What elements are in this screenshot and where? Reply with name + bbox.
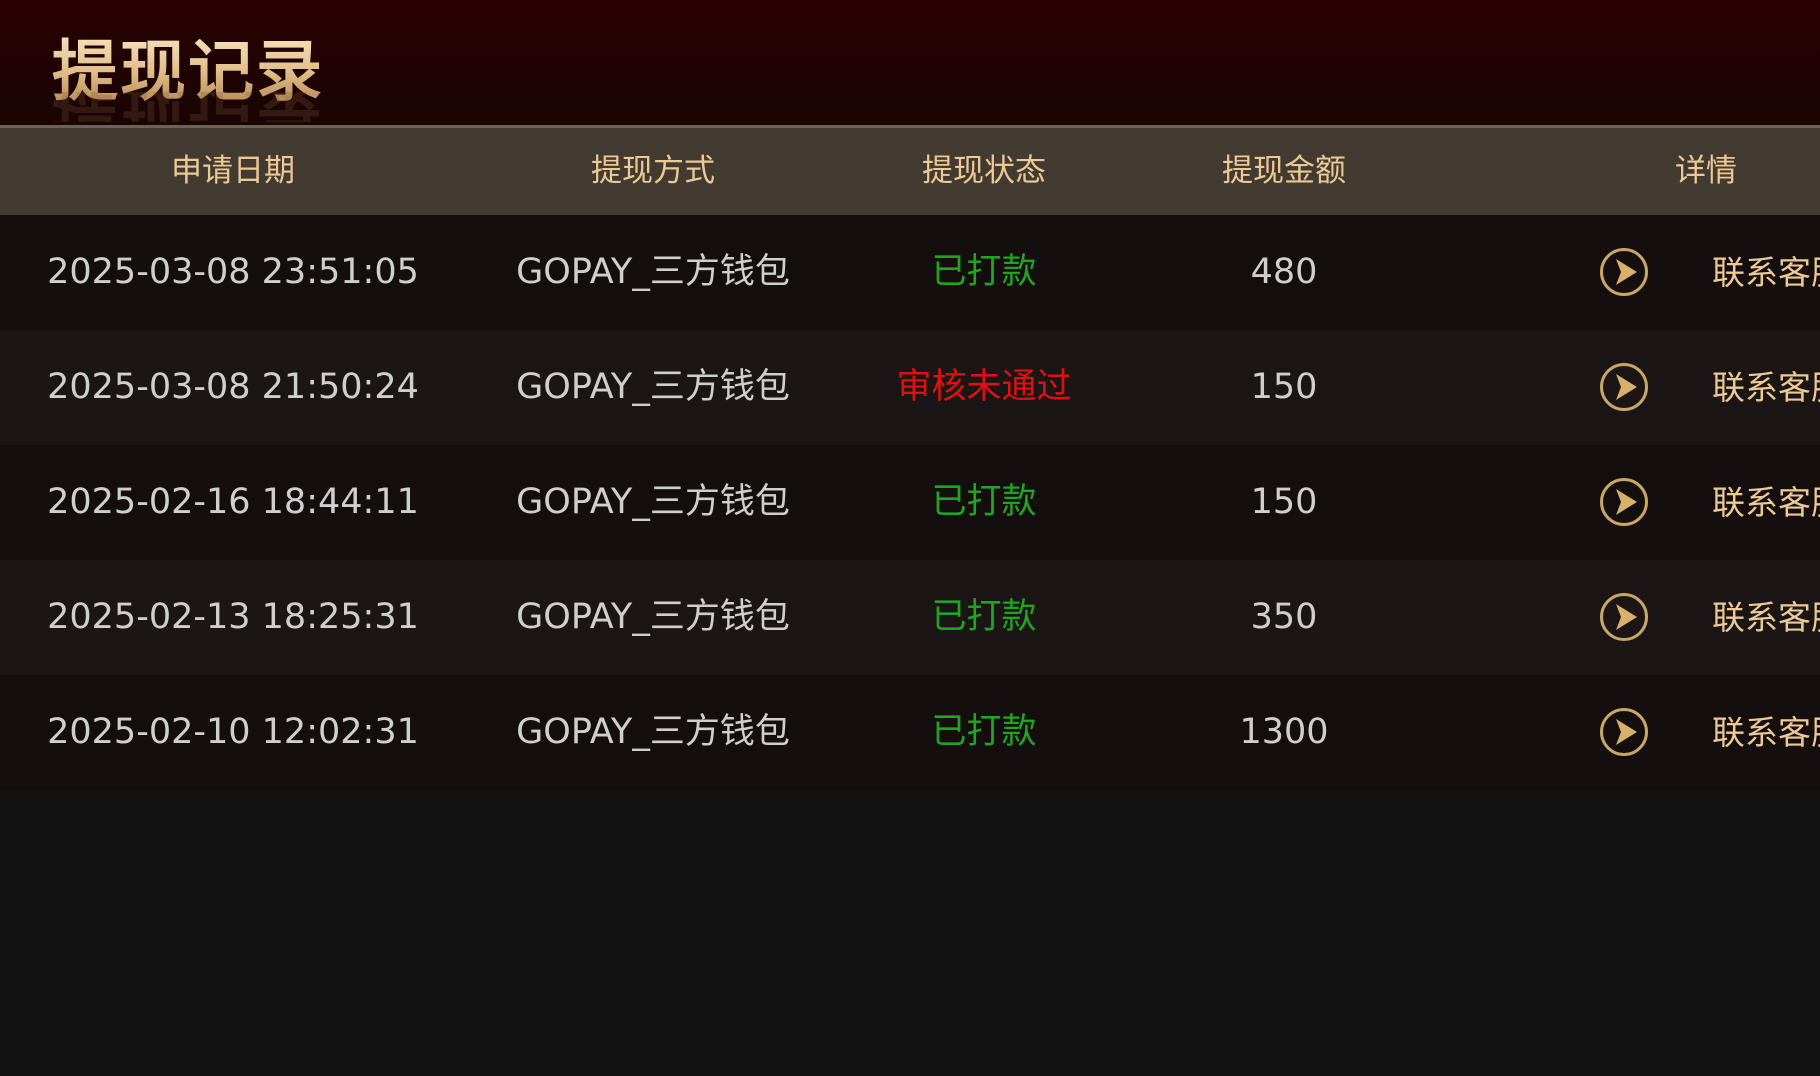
contact-support-link[interactable]: 联系客服 <box>1712 598 1820 637</box>
amount-cell: 350 <box>1250 597 1318 637</box>
column-header-date: 申请日期 <box>171 153 295 189</box>
method-cell: GOPAY_三方钱包 <box>516 252 790 292</box>
table-header: 申请日期 提现方式 提现状态 提现金额 详情 <box>0 128 1820 215</box>
status-cell: 审核未通过 <box>896 367 1072 407</box>
table-row: 2025-02-10 12:02:31 GOPAY_三方钱包 已打款 1300 … <box>0 675 1820 790</box>
top-bar: 提现记录 提现记录 <box>0 0 1820 128</box>
column-header-amount: 提现金额 <box>1222 153 1346 189</box>
status-cell: 已打款 <box>931 597 1037 637</box>
method-cell: GOPAY_三方钱包 <box>516 482 790 522</box>
date-cell: 2025-02-16 18:44:11 <box>47 482 419 522</box>
play-circle-icon[interactable] <box>1599 707 1649 757</box>
date-cell: 2025-02-13 18:25:31 <box>47 597 419 637</box>
table-row: 2025-03-08 23:51:05 GOPAY_三方钱包 已打款 480 联… <box>0 215 1820 330</box>
contact-support-link[interactable]: 联系客服 <box>1712 483 1820 522</box>
play-circle-icon[interactable] <box>1599 247 1649 297</box>
amount-cell: 150 <box>1250 482 1318 522</box>
status-cell: 已打款 <box>931 712 1037 752</box>
contact-support-link[interactable]: 联系客服 <box>1712 713 1820 752</box>
date-cell: 2025-02-10 12:02:31 <box>47 712 419 752</box>
amount-cell: 150 <box>1250 367 1318 407</box>
column-header-method: 提现方式 <box>591 153 715 189</box>
table-row: 2025-03-08 21:50:24 GOPAY_三方钱包 审核未通过 150… <box>0 330 1820 445</box>
play-circle-icon[interactable] <box>1599 362 1649 412</box>
column-header-status: 提现状态 <box>922 153 1046 189</box>
amount-cell: 1300 <box>1239 712 1329 752</box>
method-cell: GOPAY_三方钱包 <box>516 597 790 637</box>
date-cell: 2025-03-08 23:51:05 <box>47 252 419 292</box>
play-circle-icon[interactable] <box>1599 477 1649 527</box>
page-title: 提现记录 <box>52 18 324 114</box>
status-cell: 已打款 <box>931 252 1037 292</box>
column-header-details: 详情 <box>1675 153 1737 189</box>
page-title-reflection: 提现记录 <box>52 92 324 122</box>
method-cell: GOPAY_三方钱包 <box>516 367 790 407</box>
contact-support-link[interactable]: 联系客服 <box>1712 253 1820 292</box>
table-row: 2025-02-16 18:44:11 GOPAY_三方钱包 已打款 150 联… <box>0 445 1820 560</box>
date-cell: 2025-03-08 21:50:24 <box>47 367 419 407</box>
table-row: 2025-02-13 18:25:31 GOPAY_三方钱包 已打款 350 联… <box>0 560 1820 675</box>
play-circle-icon[interactable] <box>1599 592 1649 642</box>
contact-support-link[interactable]: 联系客服 <box>1712 368 1820 407</box>
method-cell: GOPAY_三方钱包 <box>516 712 790 752</box>
amount-cell: 480 <box>1250 252 1318 292</box>
status-cell: 已打款 <box>931 482 1037 522</box>
